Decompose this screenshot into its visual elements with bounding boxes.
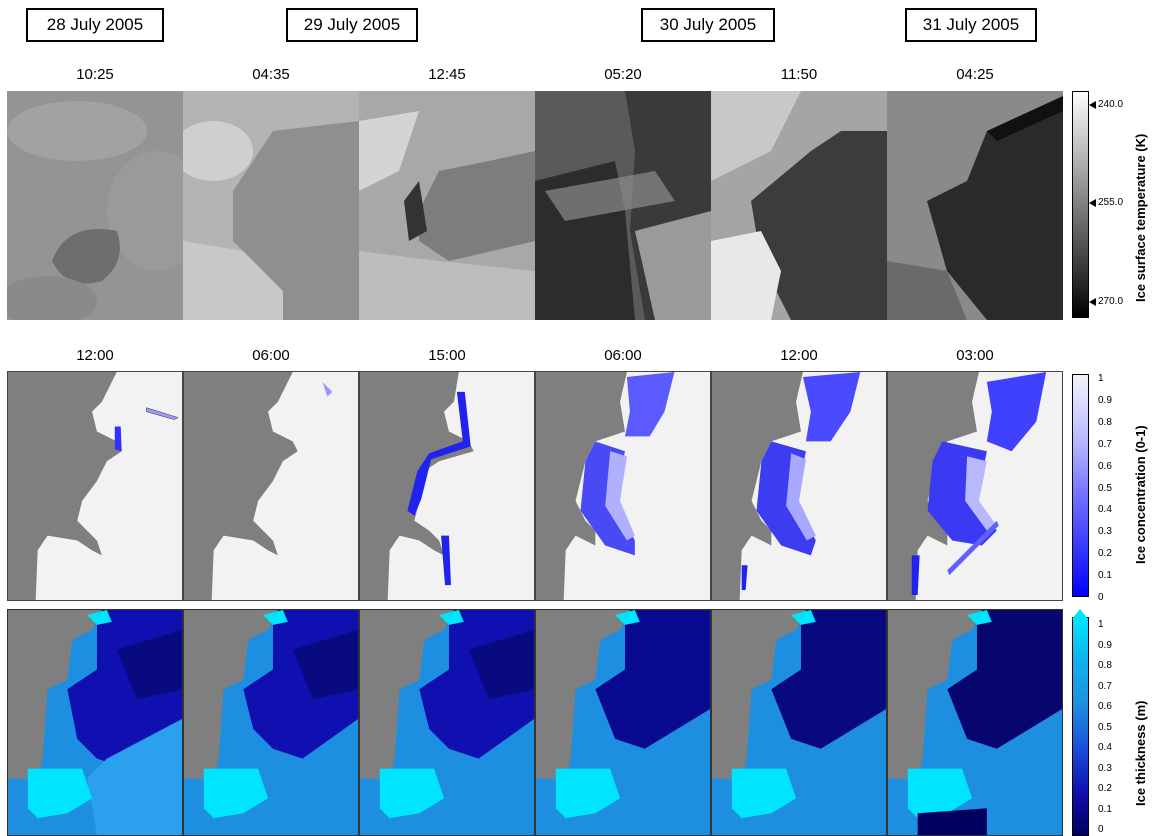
thickness-tick-4: 0.6 [1098,701,1112,712]
thickness-tick-2: 0.8 [1098,660,1112,671]
date-label-29-july: 29 July 2005 [286,8,418,42]
temperature-tick-marker-1 [1089,101,1096,109]
temperature-tick-2: 255.0 [1098,197,1124,208]
concentration-tick-0: 1 [1098,373,1104,384]
satellite-image-2 [183,91,359,320]
concentration-tick-1: 0.9 [1098,394,1112,406]
concentration-tick-10: 0 [1098,592,1104,603]
satellite-time-6: 04:25 [956,66,994,83]
satellite-image-5 [711,91,887,320]
thickness-colorbar [1072,617,1089,836]
concentration-tick-4: 0.6 [1098,460,1112,472]
concentration-tick-5: 0.5 [1098,482,1112,494]
temperature-tick-3: 270.0 [1098,296,1124,307]
concentration-tick-7: 0.3 [1098,526,1112,538]
concentration-tick-8: 0.2 [1098,548,1112,560]
thickness-map-2 [183,609,359,836]
date-label-28-july: 28 July 2005 [26,8,164,42]
thickness-tick-0: 1 [1098,619,1104,630]
thickness-map-4 [535,609,711,836]
concentration-colorbar [1072,374,1089,597]
model-time-5: 12:00 [780,347,818,364]
thickness-tick-1: 0.9 [1098,639,1112,651]
satellite-image-3 [359,91,535,320]
temperature-tick-marker-2 [1089,199,1096,207]
thickness-tick-5: 0.5 [1098,721,1112,733]
concentration-tick-3: 0.7 [1098,438,1112,450]
model-time-6: 03:00 [956,347,994,364]
thickness-colorbar-cap [1072,609,1088,619]
concentration-colorbar-title: Ice concentration (0-1) [1133,425,1148,564]
thickness-map-6 [887,609,1063,836]
thickness-tick-7: 0.3 [1098,762,1112,774]
satellite-image-1 [7,91,183,320]
concentration-map-2 [183,371,359,601]
concentration-map-6 [887,371,1063,601]
model-time-3: 15:00 [428,347,466,364]
satellite-time-2: 04:35 [252,66,290,83]
thickness-tick-10: 0 [1098,824,1104,835]
thickness-map-3 [359,609,535,836]
date-label-30-july: 30 July 2005 [641,8,775,42]
concentration-tick-9: 0.1 [1098,570,1112,582]
satellite-time-5: 11:50 [780,66,818,83]
thickness-tick-8: 0.2 [1098,783,1112,794]
thickness-tick-9: 0.1 [1098,803,1112,815]
temperature-tick-marker-3 [1089,298,1096,306]
thickness-tick-6: 0.4 [1098,742,1112,753]
satellite-image-6 [887,91,1063,320]
model-time-4: 06:00 [604,347,642,364]
satellite-time-3: 12:45 [428,66,466,83]
thickness-map-1 [7,609,183,836]
concentration-tick-2: 0.8 [1098,416,1112,428]
temperature-colorbar-title: Ice surface temperature (K) [1133,133,1148,302]
thickness-colorbar-title: Ice thickness (m) [1133,700,1148,807]
thickness-map-5 [711,609,887,836]
date-label-31-july: 31 July 2005 [905,8,1037,42]
thickness-tick-3: 0.7 [1098,680,1112,692]
concentration-map-4 [535,371,711,601]
model-time-1: 12:00 [76,347,114,364]
concentration-map-1 [7,371,183,601]
concentration-map-5 [711,371,887,601]
satellite-image-4 [535,91,711,320]
model-time-2: 06:00 [252,347,290,364]
temperature-tick-1: 240.0 [1098,99,1124,110]
temperature-colorbar [1072,91,1089,318]
concentration-tick-6: 0.4 [1098,504,1112,516]
satellite-time-1: 10:25 [76,66,114,83]
satellite-time-4: 05:20 [604,66,642,83]
concentration-map-3 [359,371,535,601]
